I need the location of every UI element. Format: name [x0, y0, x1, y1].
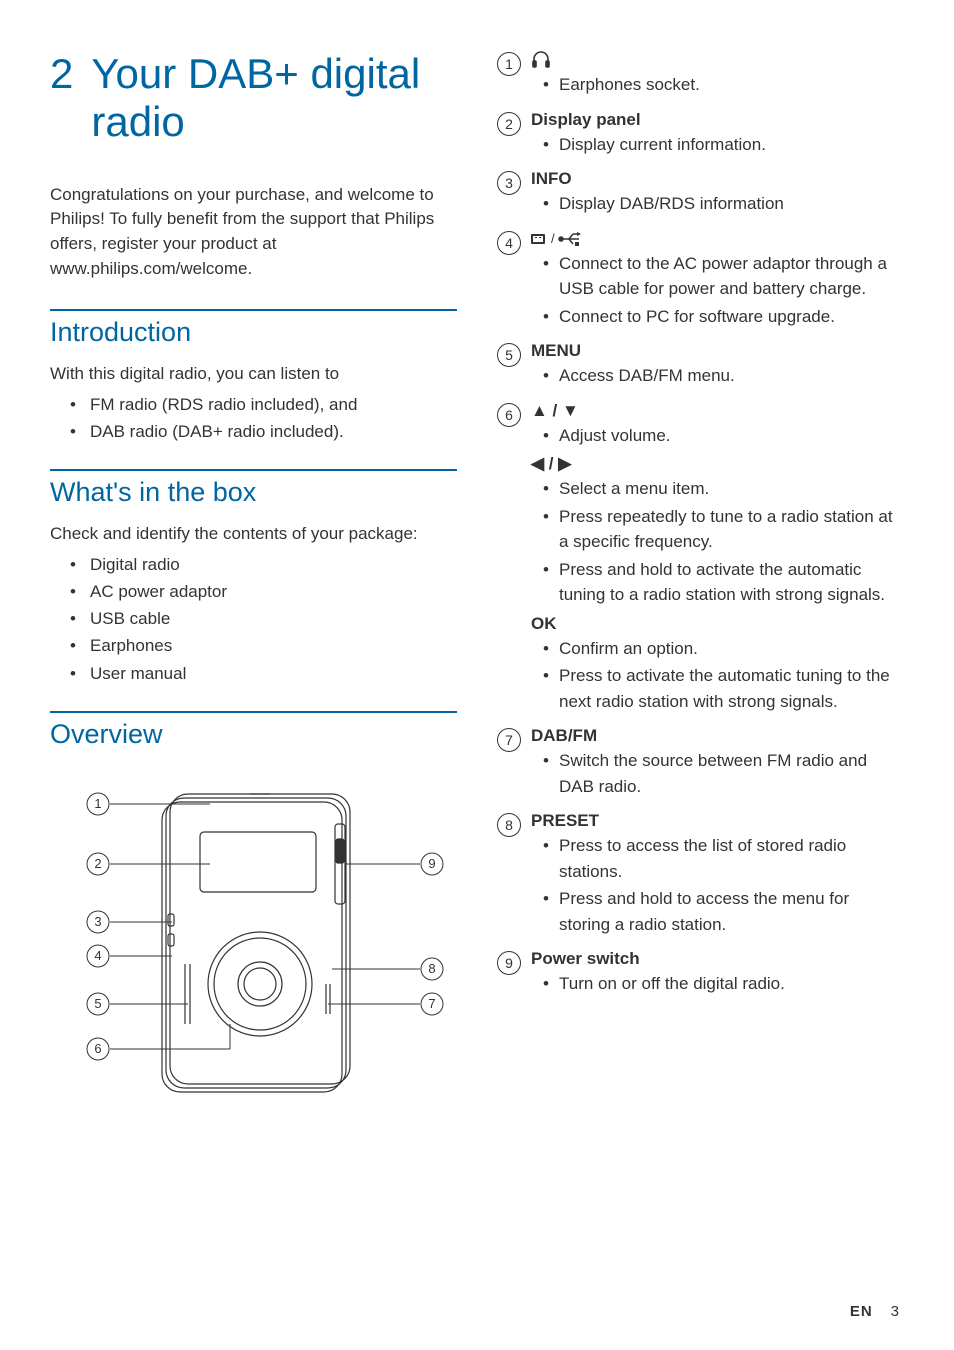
svg-text:4: 4 [94, 948, 101, 963]
callout-4: 4 / Connect to the AC power adaptor thro… [497, 229, 904, 332]
list-item: Press and hold to access the menu for st… [531, 886, 904, 937]
callout-2: 2 Display panel Display current informat… [497, 110, 904, 160]
callout-number: 8 [497, 813, 521, 837]
callout-1: 1 Earphones socket. [497, 50, 904, 100]
list-item: Turn on or off the digital radio. [531, 971, 904, 997]
list-item: Connect to PC for software upgrade. [531, 304, 904, 330]
list-item: DAB radio (DAB+ radio included). [50, 418, 457, 445]
svg-text:1: 1 [94, 796, 101, 811]
svg-text:5: 5 [94, 996, 101, 1011]
callout-heading: MENU [531, 341, 904, 361]
callout-6: 6 ▲ / ▼ Adjust volume. ◀ / ▶ Select a me… [497, 401, 904, 717]
list-item: Display DAB/RDS information [531, 191, 904, 217]
list-item: Press to activate the automatic tuning t… [531, 663, 904, 714]
callout-number: 3 [497, 171, 521, 195]
callout-heading: ▲ / ▼ [531, 401, 904, 421]
chapter-title: 2 Your DAB+ digital radio [50, 50, 457, 147]
list-item: Earphones socket. [531, 72, 904, 98]
list-item: FM radio (RDS radio included), and [50, 391, 457, 418]
left-column: 2 Your DAB+ digital radio Congratulation… [50, 50, 457, 1124]
callout-subheading: OK [531, 614, 904, 634]
footer-page-number: 3 [891, 1303, 899, 1320]
callout-7: 7 DAB/FM Switch the source between FM ra… [497, 726, 904, 801]
svg-text:3: 3 [94, 914, 101, 929]
svg-text:2: 2 [94, 856, 101, 871]
callout-8: 8 PRESET Press to access the list of sto… [497, 811, 904, 939]
callout-heading: PRESET [531, 811, 904, 831]
callout-number: 5 [497, 343, 521, 367]
callout-number: 6 [497, 403, 521, 427]
callout-number: 9 [497, 951, 521, 975]
list-item: Access DAB/FM menu. [531, 363, 904, 389]
headphones-icon [531, 50, 904, 70]
list-item: Digital radio [50, 551, 457, 578]
chapter-title-text: Your DAB+ digital radio [91, 50, 457, 147]
list-item: Press to access the list of stored radio… [531, 833, 904, 884]
callout-heading: INFO [531, 169, 904, 189]
list-item: Adjust volume. [531, 423, 904, 449]
callout-list: 1 Earphones socket. 2 Display panel Disp… [497, 50, 904, 999]
introduction-lead: With this digital radio, you can listen … [50, 362, 457, 387]
list-item: Select a menu item. [531, 476, 904, 502]
list-item: USB cable [50, 605, 457, 632]
callout-heading: Power switch [531, 949, 904, 969]
callout-number: 2 [497, 112, 521, 136]
callout-5: 5 MENU Access DAB/FM menu. [497, 341, 904, 391]
introduction-bullets: FM radio (RDS radio included), and DAB r… [50, 391, 457, 445]
list-item: Switch the source between FM radio and D… [531, 748, 904, 799]
box-bullets: Digital radio AC power adaptor USB cable… [50, 551, 457, 687]
chapter-number: 2 [50, 50, 73, 147]
right-column: 1 Earphones socket. 2 Display panel Disp… [497, 50, 904, 1124]
list-item: Press and hold to activate the automatic… [531, 557, 904, 608]
callout-heading: DAB/FM [531, 726, 904, 746]
section-box-heading: What's in the box [50, 469, 457, 508]
list-item: User manual [50, 660, 457, 687]
footer-language: EN [850, 1303, 873, 1320]
product-diagram: 1 2 3 4 5 6 9 8 7 [50, 764, 457, 1124]
svg-text:8: 8 [428, 961, 435, 976]
callout-3: 3 INFO Display DAB/RDS information [497, 169, 904, 219]
page-footer: EN 3 [850, 1303, 899, 1320]
box-lead: Check and identify the contents of your … [50, 522, 457, 547]
callout-number: 7 [497, 728, 521, 752]
svg-text:6: 6 [94, 1041, 101, 1056]
list-item: AC power adaptor [50, 578, 457, 605]
usb-power-icon: / [531, 229, 904, 249]
callout-number: 4 [497, 231, 521, 255]
list-item: Display current information. [531, 132, 904, 158]
intro-paragraph: Congratulations on your purchase, and we… [50, 183, 457, 282]
callout-number: 1 [497, 52, 521, 76]
list-item: Press repeatedly to tune to a radio stat… [531, 504, 904, 555]
list-item: Earphones [50, 632, 457, 659]
callout-9: 9 Power switch Turn on or off the digita… [497, 949, 904, 999]
list-item: Confirm an option. [531, 636, 904, 662]
svg-text:7: 7 [428, 996, 435, 1011]
callout-heading: Display panel [531, 110, 904, 130]
list-item: Connect to the AC power adaptor through … [531, 251, 904, 302]
svg-text:/: / [551, 231, 555, 246]
section-overview-heading: Overview [50, 711, 457, 750]
section-introduction-heading: Introduction [50, 309, 457, 348]
svg-text:9: 9 [428, 856, 435, 871]
callout-subheading: ◀ / ▶ [531, 454, 904, 474]
